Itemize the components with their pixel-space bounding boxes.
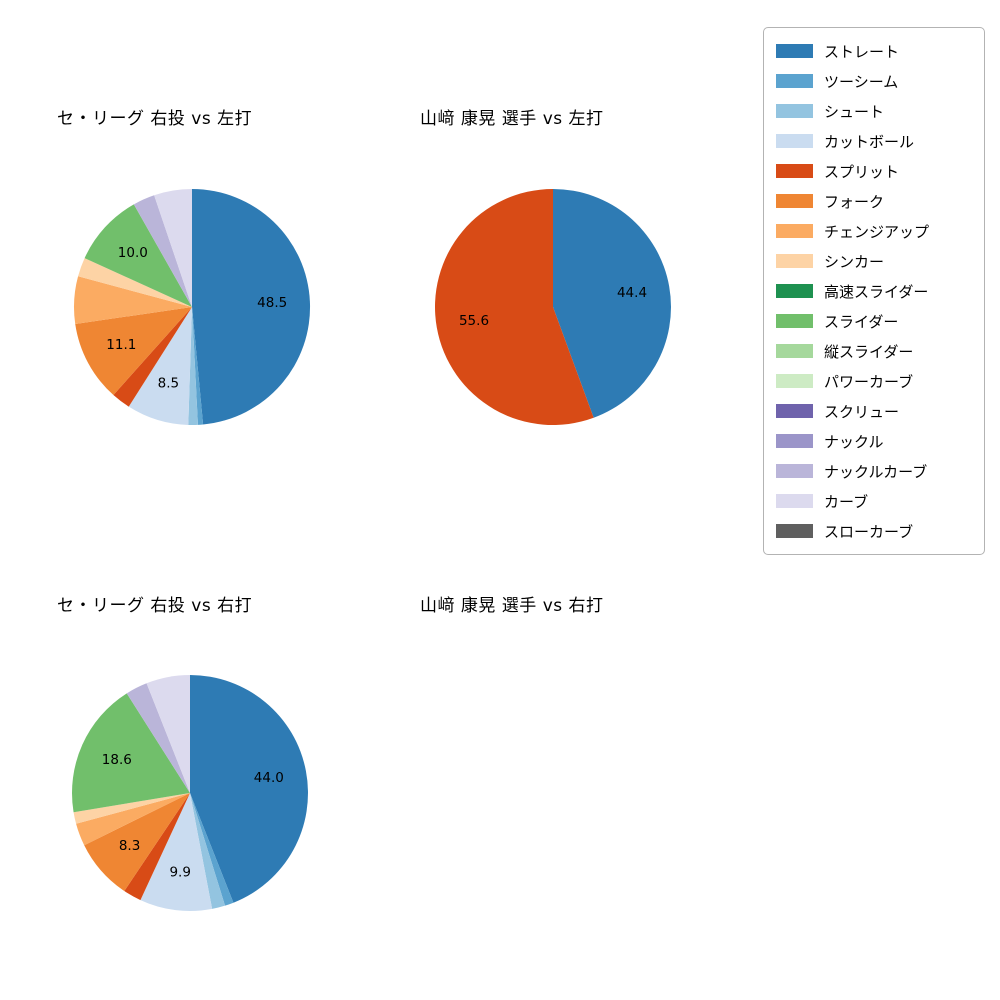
legend-item: 高速スライダー (776, 276, 972, 306)
legend-swatch (776, 44, 813, 58)
pie-slice (75, 307, 192, 396)
legend-swatch (776, 464, 813, 478)
legend-item-label: シュート (824, 102, 885, 121)
legend-item-label: パワーカーブ (824, 372, 914, 391)
legend-swatch (776, 344, 813, 358)
legend-item-label: チェンジアップ (824, 222, 930, 241)
legend-item-label: カットボール (824, 132, 915, 151)
legend-item: チェンジアップ (776, 216, 972, 246)
legend-item: 縦スライダー (776, 336, 972, 366)
legend-item: カーブ (776, 486, 972, 516)
pie-chart-player-vs-left: 44.4 55.6 (431, 185, 675, 429)
legend-swatch (776, 524, 813, 538)
pie-slice-value-label: 8.3 (119, 838, 140, 854)
legend-item: カットボール (776, 126, 972, 156)
pie-slice (435, 189, 594, 425)
pie-slice-value-label: 8.5 (158, 376, 179, 392)
legend-item: フォーク (776, 186, 972, 216)
legend-item-label: カーブ (824, 492, 869, 511)
pie-svg: 44.4 55.6 (435, 189, 672, 425)
pie-slice (146, 675, 190, 793)
legend-item-label: ナックルカーブ (824, 462, 928, 481)
pie-slice (192, 307, 204, 425)
pie-slice (128, 307, 192, 425)
pie-slice (84, 793, 190, 892)
legend-item-label: スクリュー (824, 402, 900, 421)
legend-item-label: スプリット (824, 162, 900, 181)
legend-item: ナックル (776, 426, 972, 456)
legend: ストレートツーシームシュートカットボール スプリットフォークチェンジアップ シンカー… (763, 27, 985, 555)
pie-slice (188, 307, 198, 425)
legend-item-label: スライダー (824, 312, 899, 331)
legend-item: ツーシーム (776, 66, 972, 96)
legend-item-label: 縦スライダー (824, 342, 914, 361)
legend-swatch (776, 284, 813, 298)
pie-slice (73, 793, 190, 824)
pie-slice-value-label: 48.5 (257, 295, 287, 311)
legend-item-label: フォーク (824, 192, 885, 211)
pie-slice-value-label: 44.4 (617, 285, 647, 301)
pie-slice-value-label: 18.6 (102, 752, 132, 768)
legend-swatch (776, 314, 813, 328)
legend-swatch (776, 74, 813, 88)
pie-slice (154, 189, 192, 307)
pie-slice-value-label: 11.1 (106, 337, 136, 353)
legend-item: ナックルカーブ (776, 456, 972, 486)
pie-slice (190, 675, 308, 903)
pie-slice (113, 307, 192, 407)
pie-slice (71, 693, 190, 813)
legend-item-label: スローカーブ (824, 522, 914, 541)
legend-swatch (776, 254, 813, 268)
pie-slice (126, 683, 190, 793)
pie-svg: 44.0 9.9 8.3 18.6 (71, 675, 308, 911)
legend-item: パワーカーブ (776, 366, 972, 396)
pie-slice (553, 189, 672, 418)
pie-slice (76, 793, 190, 846)
legend-swatch (776, 194, 813, 208)
legend-item: スローカーブ (776, 516, 972, 546)
legend-item: スクリュー (776, 396, 972, 426)
legend-swatch (776, 494, 813, 508)
chart-title-league-vs-right: セ・リーグ 右投 vs 右打 (57, 596, 253, 616)
legend-item-label: ストレート (824, 42, 900, 61)
pie-slice-value-label: 10.0 (118, 245, 148, 261)
legend-item-label: ナックル (824, 432, 884, 451)
pie-slice-value-label: 9.9 (169, 865, 190, 881)
pie-slice (140, 793, 213, 911)
pie-slice (124, 793, 190, 901)
pie-chart-player-vs-right (431, 671, 675, 915)
chart-title-player-vs-right: 山﨑 康晃 選手 vs 右打 (420, 596, 604, 616)
pie-slice (133, 195, 192, 307)
legend-swatch (776, 104, 813, 118)
pie-slice (192, 189, 311, 425)
legend-swatch (776, 374, 813, 388)
legend-item: ストレート (776, 36, 972, 66)
legend-swatch (776, 404, 813, 418)
legend-item-label: 高速スライダー (824, 282, 929, 301)
chart-title-league-vs-left: セ・リーグ 右投 vs 左打 (57, 109, 253, 129)
legend-swatch (776, 224, 813, 238)
pie-slice-value-label: 44.0 (254, 770, 284, 786)
pie-slice (84, 204, 192, 307)
legend-item: シンカー (776, 246, 972, 276)
pie-slice (73, 276, 192, 324)
legend-item-label: シンカー (824, 252, 885, 271)
legend-item-label: ツーシーム (824, 72, 899, 91)
pie-slice-value-label: 55.6 (459, 313, 489, 329)
pie-slice (190, 793, 226, 909)
legend-item: スライダー (776, 306, 972, 336)
pie-svg: 48.5 8.5 11.1 10.0 (73, 189, 311, 425)
pie-slice (190, 793, 234, 906)
pie-slice (78, 258, 192, 307)
pie-chart-league-vs-right: 44.0 9.9 8.3 18.6 (68, 671, 312, 915)
legend-item: シュート (776, 96, 972, 126)
legend-swatch (776, 164, 813, 178)
chart-title-player-vs-left: 山﨑 康晃 選手 vs 左打 (420, 109, 604, 129)
legend-swatch (776, 134, 813, 148)
legend-swatch (776, 434, 813, 448)
legend-item: スプリット (776, 156, 972, 186)
pie-chart-league-vs-left: 48.5 8.5 11.1 10.0 (70, 185, 314, 429)
